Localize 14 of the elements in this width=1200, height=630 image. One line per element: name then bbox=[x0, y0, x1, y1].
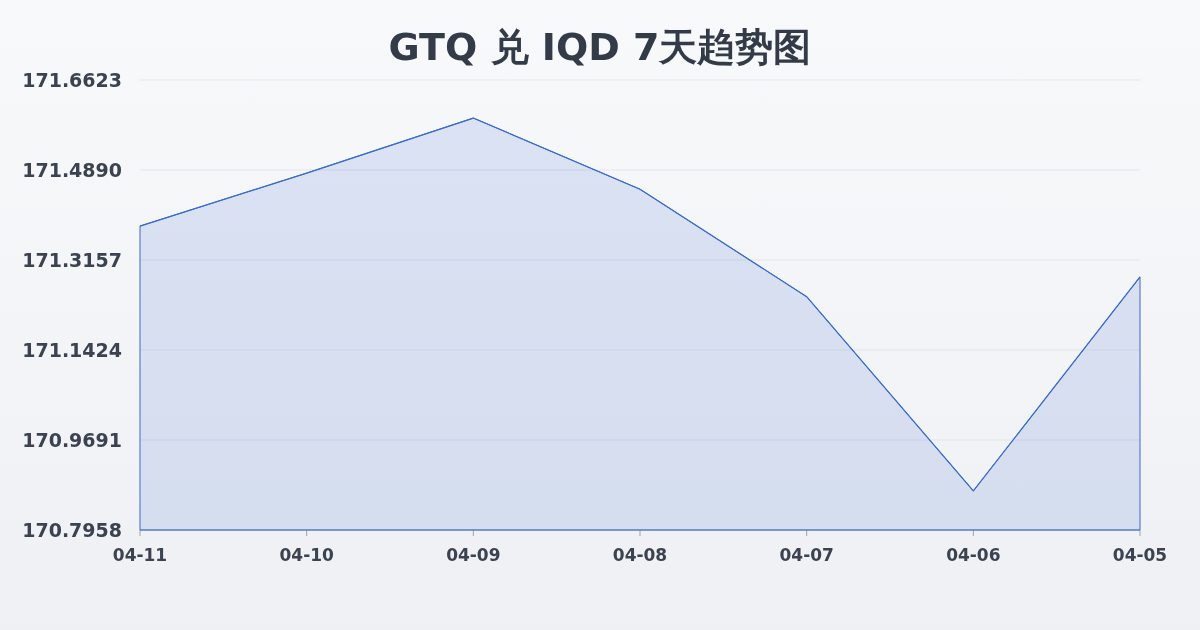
ytick: 171.1424 bbox=[22, 339, 122, 361]
ytick: 171.3157 bbox=[22, 249, 122, 271]
xtick: 04-06 bbox=[946, 545, 1001, 565]
xtick: 04-05 bbox=[1112, 545, 1168, 565]
xtick: 04-11 bbox=[112, 545, 168, 565]
title: GTQ 兑 IQD 7天趋势图 bbox=[388, 25, 812, 69]
ytick: 171.6623 bbox=[22, 69, 122, 91]
xtick: 04-10 bbox=[279, 545, 334, 565]
ytick: 170.9691 bbox=[22, 429, 122, 451]
xtick: 04-08 bbox=[612, 545, 668, 565]
xtick: 04-07 bbox=[779, 545, 834, 565]
ytick: 170.7958 bbox=[22, 519, 122, 541]
xtick: 04-09 bbox=[446, 545, 501, 565]
ytick: 171.4890 bbox=[22, 159, 122, 181]
